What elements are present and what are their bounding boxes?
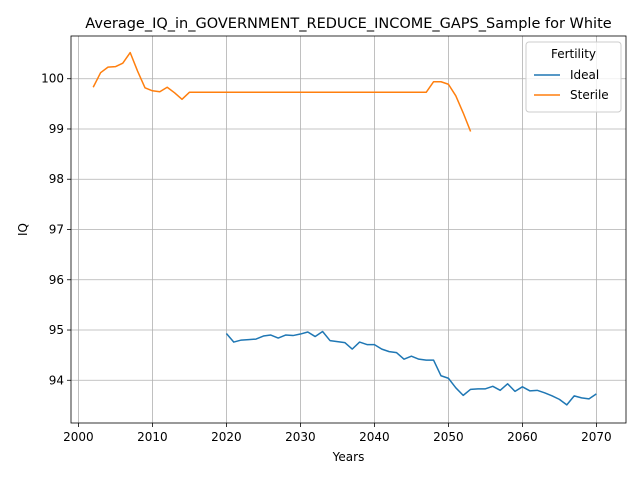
series-line-sterile — [92, 51, 472, 132]
legend: Fertility Ideal Sterile — [525, 41, 622, 113]
y-tick-label: 100 — [41, 72, 64, 86]
y-tick-label: 96 — [49, 273, 64, 287]
y-tick-label: 97 — [49, 223, 64, 237]
x-axis-ticks: 2000 2010 2020 2030 2040 2050 2060 2070 — [63, 423, 612, 444]
legend-items: Ideal Sterile — [534, 68, 609, 102]
y-tick-label: 95 — [49, 323, 64, 337]
y-axis-ticks: 94 95 96 97 98 99 100 — [41, 72, 71, 387]
x-tick-label: 2010 — [137, 430, 168, 444]
y-tick-label: 98 — [49, 172, 64, 186]
legend-title: Fertility — [551, 47, 596, 61]
x-tick-label: 2000 — [63, 430, 94, 444]
x-tick-label: 2060 — [507, 430, 538, 444]
x-tick-label: 2050 — [433, 430, 464, 444]
y-axis-label: IQ — [16, 223, 30, 236]
series-lines — [92, 51, 597, 406]
series-line-ideal — [225, 330, 597, 406]
plot-frame — [70, 35, 627, 424]
grid-lines — [71, 36, 626, 423]
legend-label-ideal: Ideal — [570, 68, 599, 82]
x-tick-label: 2020 — [211, 430, 242, 444]
y-tick-label: 99 — [49, 122, 64, 136]
legend-label-sterile: Sterile — [570, 88, 609, 102]
y-tick-label: 94 — [49, 373, 64, 387]
x-tick-label: 2030 — [285, 430, 316, 444]
x-axis-label: Years — [332, 450, 365, 464]
x-tick-label: 2040 — [359, 430, 390, 444]
x-tick-label: 2070 — [581, 430, 612, 444]
chart-title: Average_IQ_in_GOVERNMENT_REDUCE_INCOME_G… — [85, 16, 611, 32]
